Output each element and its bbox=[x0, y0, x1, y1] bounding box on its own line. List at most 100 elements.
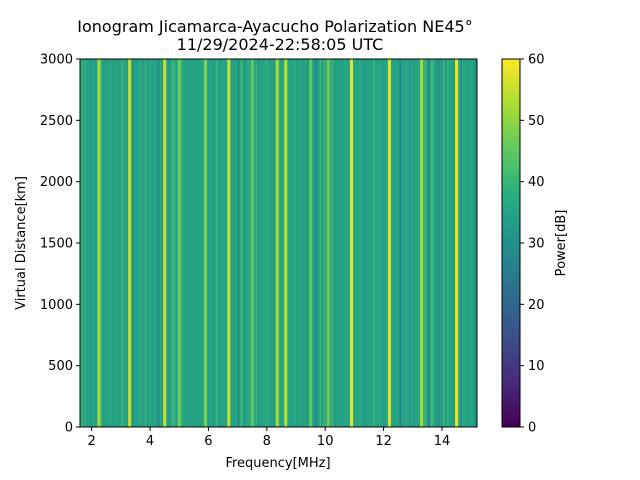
y-tick-label: 1500 bbox=[40, 237, 73, 252]
noise-stripe bbox=[335, 59, 336, 427]
noise-stripe bbox=[436, 59, 438, 427]
colorbar-tick-label: 10 bbox=[528, 359, 545, 374]
noise-stripe bbox=[162, 59, 164, 427]
bright-band bbox=[204, 59, 208, 427]
noise-stripe bbox=[265, 59, 268, 427]
noise-stripe bbox=[218, 59, 220, 427]
noise-stripe bbox=[424, 59, 425, 427]
bright-band bbox=[128, 59, 132, 427]
noise-stripe bbox=[373, 59, 375, 427]
noise-stripe bbox=[144, 59, 147, 427]
noise-stripe bbox=[402, 59, 405, 427]
noise-stripe bbox=[130, 59, 133, 427]
colorbar-tick-label: 40 bbox=[528, 175, 545, 190]
noise-stripe bbox=[367, 59, 369, 427]
colorbar-tick-label: 30 bbox=[528, 237, 545, 252]
noise-stripe bbox=[474, 59, 476, 427]
noise-stripe bbox=[380, 59, 383, 427]
noise-stripe bbox=[361, 59, 362, 427]
noise-stripe bbox=[123, 59, 125, 427]
bright-band bbox=[250, 59, 254, 427]
noise-stripe bbox=[443, 59, 445, 427]
y-tick-label: 2500 bbox=[40, 114, 73, 129]
colorbar-tick-label: 20 bbox=[528, 298, 545, 313]
colorbar-axis: 0 10 20 30 40 50 60 bbox=[520, 53, 545, 436]
noise-stripe bbox=[159, 59, 161, 427]
colorbar bbox=[501, 58, 521, 428]
chart-subtitle: 11/29/2024-22:58:05 UTC bbox=[177, 35, 384, 54]
x-tick-label: 6 bbox=[204, 434, 212, 449]
noise-stripe bbox=[295, 59, 297, 427]
noise-stripe bbox=[313, 59, 316, 427]
noise-stripe bbox=[440, 59, 442, 427]
noise-stripe bbox=[241, 59, 243, 427]
noise-stripe bbox=[452, 59, 454, 427]
noise-stripe bbox=[323, 59, 326, 427]
noise-stripe bbox=[453, 59, 455, 427]
noise-stripe bbox=[320, 59, 321, 427]
noise-stripe bbox=[211, 59, 213, 427]
noise-stripe bbox=[296, 59, 298, 427]
noise-stripe bbox=[422, 59, 425, 427]
noise-stripe bbox=[141, 59, 143, 427]
noise-stripe bbox=[255, 59, 258, 427]
noise-stripe bbox=[157, 59, 159, 427]
x-tick-label: 14 bbox=[434, 434, 451, 449]
colorbar-tick-label: 60 bbox=[528, 53, 545, 68]
noise-stripe bbox=[306, 59, 308, 427]
noise-stripe bbox=[220, 59, 222, 427]
noise-stripe bbox=[431, 59, 434, 427]
noise-stripe bbox=[80, 59, 83, 427]
noise-stripe bbox=[362, 59, 365, 427]
y-tick-label: 3000 bbox=[40, 53, 73, 68]
noise-stripe bbox=[217, 59, 219, 427]
colorbar-tick-label: 0 bbox=[528, 421, 536, 436]
noise-stripe bbox=[353, 59, 354, 427]
bright-band bbox=[349, 59, 353, 427]
noise-stripe bbox=[467, 59, 468, 427]
bright-band bbox=[163, 59, 167, 427]
y-tick-label: 1000 bbox=[40, 298, 73, 313]
noise-stripe bbox=[398, 59, 400, 427]
noise-stripe bbox=[336, 59, 338, 427]
noise-stripe bbox=[216, 59, 218, 427]
noise-stripe bbox=[287, 59, 289, 427]
noise-stripe bbox=[437, 59, 440, 427]
noise-stripe bbox=[232, 59, 234, 427]
x-axis: 2 4 6 8 10 12 14 bbox=[88, 427, 451, 449]
bright-band bbox=[284, 59, 288, 427]
noise-stripe bbox=[110, 59, 113, 427]
noise-stripe bbox=[244, 59, 245, 427]
noise-stripe bbox=[174, 59, 176, 427]
noise-stripe bbox=[440, 59, 442, 427]
noise-stripe bbox=[181, 59, 183, 427]
bright-band bbox=[387, 59, 391, 427]
noise-stripe bbox=[428, 59, 430, 427]
noise-stripe bbox=[459, 59, 461, 427]
y-tick-label: 500 bbox=[48, 359, 73, 374]
bright-band bbox=[227, 59, 231, 427]
x-tick-label: 8 bbox=[263, 434, 271, 449]
noise-stripe bbox=[270, 59, 272, 427]
noise-stripe bbox=[397, 59, 400, 427]
bright-band bbox=[275, 59, 279, 427]
colorbar-label: Power[dB] bbox=[554, 210, 569, 277]
noise-stripe bbox=[368, 59, 370, 427]
noise-stripe bbox=[318, 59, 320, 427]
noise-stripe bbox=[126, 59, 127, 427]
x-tick-label: 10 bbox=[317, 434, 334, 449]
noise-stripe bbox=[148, 59, 151, 427]
noise-stripe bbox=[331, 59, 333, 427]
noise-stripe bbox=[274, 59, 277, 427]
noise-stripe bbox=[315, 59, 318, 427]
noise-stripe bbox=[409, 59, 410, 427]
noise-stripe bbox=[171, 59, 174, 427]
noise-stripe bbox=[465, 59, 467, 427]
bright-band bbox=[177, 59, 181, 427]
noise-stripe bbox=[303, 59, 305, 427]
noise-stripe bbox=[103, 59, 105, 427]
noise-stripe bbox=[425, 59, 427, 427]
noise-stripe bbox=[446, 59, 449, 427]
noise-stripe bbox=[461, 59, 464, 427]
